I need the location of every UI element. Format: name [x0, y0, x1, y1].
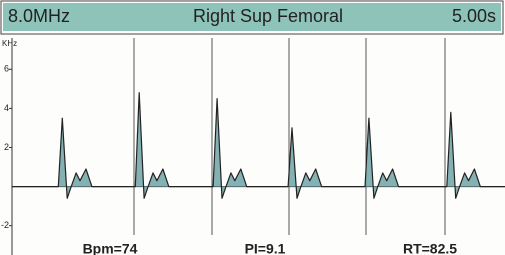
measurement: RT=82.5: [403, 241, 457, 255]
y-tick-label: -2: [1, 220, 9, 230]
y-unit: KHz: [2, 39, 17, 48]
measurement: PI=9.1: [245, 241, 286, 255]
doppler-screen: 8.0MHz Right Sup Femoral 5.00s KHz -2 2 4 6…: [0, 0, 505, 255]
background: [0, 0, 505, 255]
measurement: Bpm=74: [83, 241, 138, 255]
vessel-title: Right Sup Femoral: [193, 6, 343, 26]
y-tick-label: 4: [4, 103, 9, 113]
sweep-time: 5.00s: [452, 6, 496, 26]
y-tick-label: 2: [4, 142, 9, 152]
frequency: 8.0MHz: [8, 6, 70, 26]
y-tick-label: 6: [4, 64, 9, 74]
